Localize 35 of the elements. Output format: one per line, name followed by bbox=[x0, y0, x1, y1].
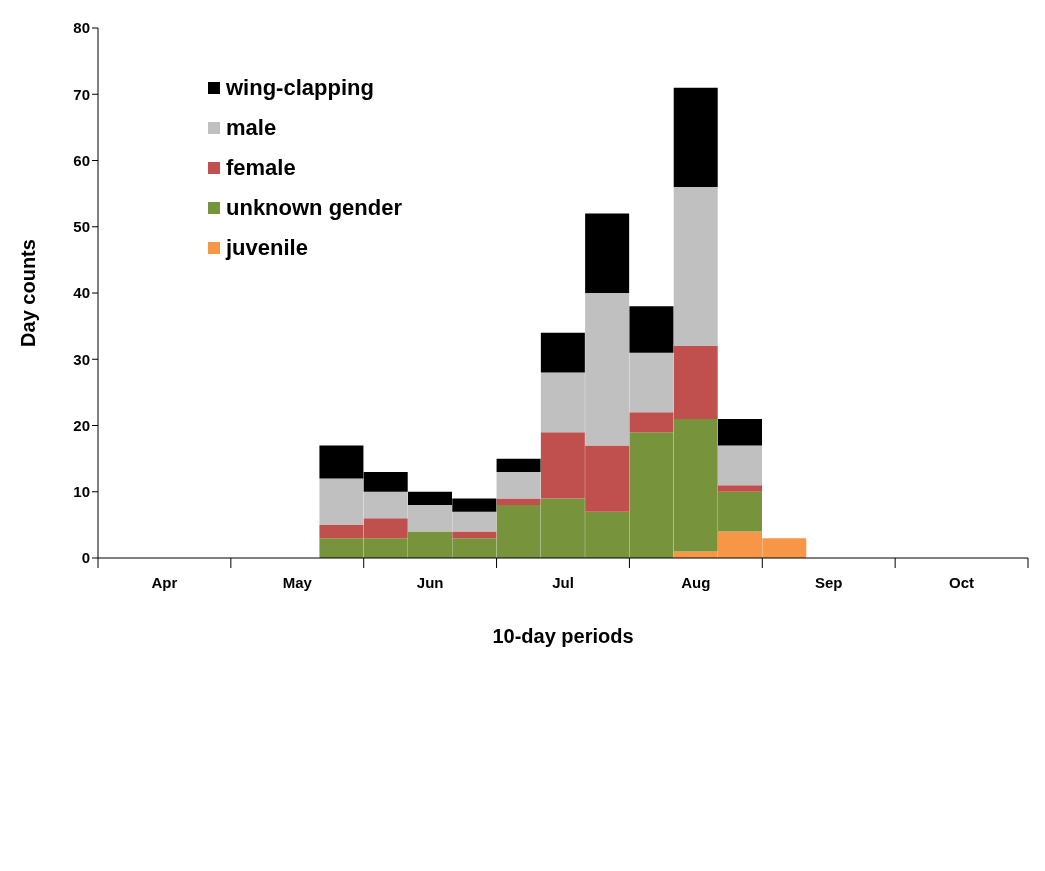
x-axis-title: 10-day periods bbox=[492, 625, 634, 647]
y-tick-label: 30 bbox=[73, 350, 90, 368]
legend-label: wing-clapping bbox=[226, 75, 374, 101]
y-tick-label: 60 bbox=[73, 151, 90, 169]
legend-label: unknown gender bbox=[226, 195, 402, 221]
y-tick-label: 0 bbox=[81, 549, 90, 567]
y-tick-label: 70 bbox=[73, 85, 90, 103]
x-tick-label: Oct bbox=[949, 574, 975, 591]
bar bbox=[718, 485, 762, 492]
bar bbox=[452, 531, 497, 539]
y-tick-label: 10 bbox=[73, 483, 90, 501]
y-tick-label: 80 bbox=[73, 19, 90, 37]
x-tick-label: Jun bbox=[416, 574, 444, 591]
bar bbox=[496, 498, 541, 505]
legend-label: female bbox=[226, 155, 296, 181]
y-tick-label: 50 bbox=[73, 218, 90, 236]
legend-label: juvenile bbox=[226, 235, 308, 261]
bar bbox=[673, 87, 718, 187]
bar bbox=[673, 187, 718, 346]
bar bbox=[629, 306, 674, 353]
bar bbox=[718, 418, 762, 446]
x-tick-label: Sep bbox=[814, 574, 843, 591]
bar bbox=[718, 445, 762, 486]
bar bbox=[496, 471, 541, 499]
x-tick-label: May bbox=[282, 574, 313, 591]
bar bbox=[585, 213, 630, 293]
bar bbox=[496, 458, 541, 472]
bar bbox=[540, 332, 585, 373]
y-tick-label: 20 bbox=[73, 416, 90, 434]
x-tick-label: Apr bbox=[151, 574, 178, 591]
y-axis-title: Day counts bbox=[17, 239, 40, 347]
x-tick-label: Aug bbox=[681, 574, 711, 591]
x-tick-label: Jul bbox=[552, 574, 574, 591]
y-tick-label: 40 bbox=[73, 284, 90, 302]
legend-label: male bbox=[226, 115, 277, 141]
